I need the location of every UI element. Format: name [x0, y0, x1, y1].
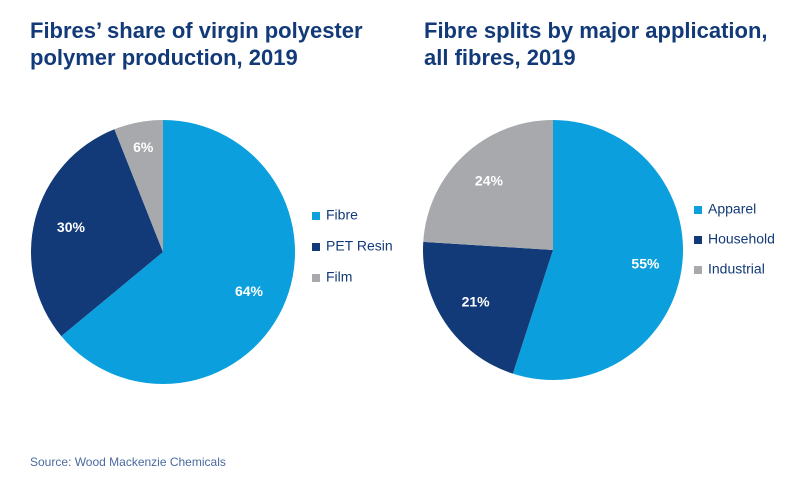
- legend-swatch: [312, 243, 320, 251]
- legend-label: Industrial: [708, 261, 765, 277]
- pie-slice: [512, 120, 683, 380]
- legend-swatch: [694, 266, 702, 274]
- slice-label: 55%: [631, 255, 660, 271]
- slice-label: 30%: [57, 219, 86, 235]
- legend-swatch: [312, 274, 320, 282]
- chart-title: Fibres’ share of virgin polyester: [30, 18, 363, 43]
- legend-label: Apparel: [708, 201, 756, 217]
- chart-title: Fibre splits by major application,: [424, 18, 768, 43]
- pie-slice: [61, 120, 295, 384]
- chart-title: polymer production, 2019: [30, 45, 298, 70]
- pie-slice: [423, 120, 553, 250]
- legend-label: Fibre: [326, 207, 358, 223]
- legend-label: Household: [708, 231, 775, 247]
- chart-title: all fibres, 2019: [424, 45, 576, 70]
- slice-label: 21%: [462, 293, 491, 309]
- slice-label: 24%: [475, 172, 504, 188]
- pie-slice: [114, 120, 163, 252]
- legend-swatch: [694, 206, 702, 214]
- legend-swatch: [694, 236, 702, 244]
- legend-label: PET Resin: [326, 238, 393, 254]
- pie-slice: [30, 129, 163, 337]
- legend-label: Film: [326, 269, 352, 285]
- pie-slice: [423, 241, 553, 374]
- legend-swatch: [312, 212, 320, 220]
- slice-label: 6%: [133, 139, 154, 155]
- slice-label: 64%: [235, 283, 264, 299]
- source: Source: Wood Mackenzie Chemicals: [30, 455, 226, 469]
